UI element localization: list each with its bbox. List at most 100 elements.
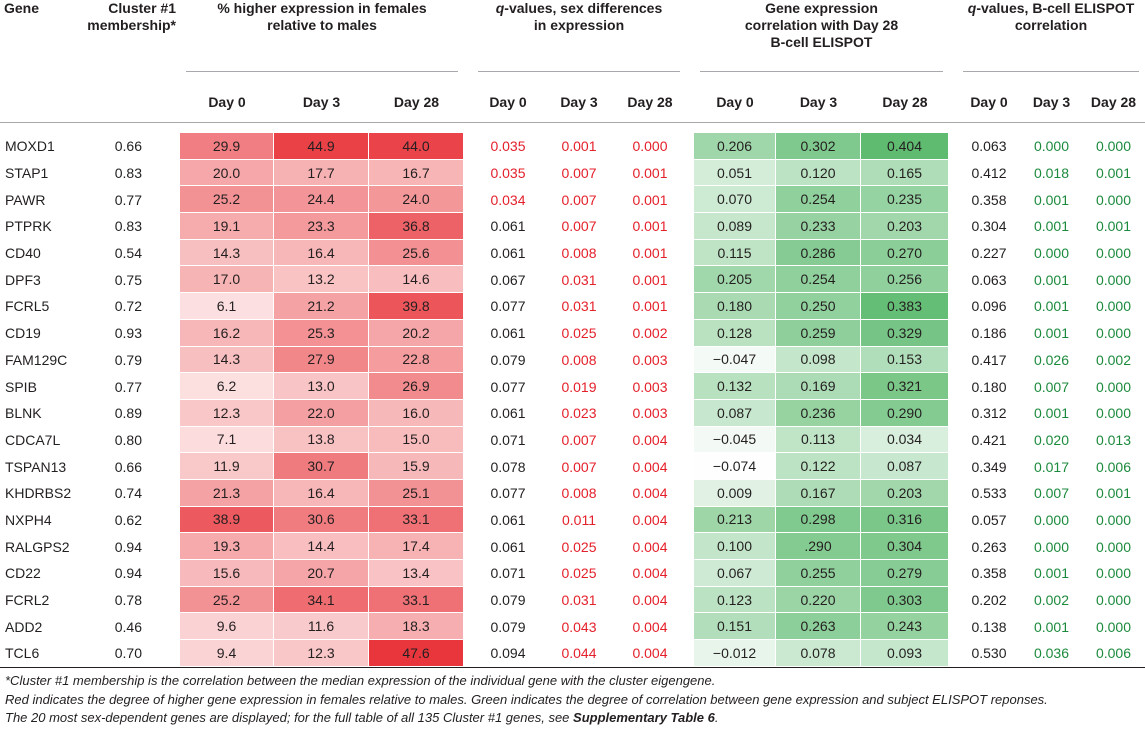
qvalue-sex-cell: 0.034 [490, 191, 526, 208]
correlation-cell: −0.074 [694, 453, 776, 480]
gene-name: DPF3 [5, 271, 41, 288]
correlation-cell: 0.167 [776, 479, 861, 507]
correlation-cell: 0.233 [776, 213, 861, 240]
gene-name: STAP1 [5, 165, 49, 182]
qvalue-elispot-cell: 0.412 [971, 165, 1007, 182]
gene-name: CD40 [5, 245, 41, 262]
cluster-membership: 0.79 [114, 351, 142, 368]
pct-higher-cell: 36.8 [369, 213, 464, 240]
correlation-cell: 0.213 [694, 506, 776, 534]
pct-higher-cell: 19.3 [180, 533, 274, 560]
qvalue-elispot-cell: 0.530 [971, 645, 1007, 662]
qvalue-sex-cell: 0.003 [632, 405, 668, 422]
pct-higher-cell: 16.0 [369, 399, 464, 427]
pct-higher-cell: 20.7 [274, 560, 369, 587]
qvalue-elispot-cell: 0.020 [1033, 431, 1070, 448]
header-pct-day-0: Day 0 [208, 94, 246, 110]
gene-name: FCRL2 [5, 592, 50, 609]
qvalue-elispot-cell: 0.000 [1095, 271, 1132, 288]
qvalue-elispot-cell: 0.007 [1033, 485, 1070, 502]
qvalue-sex-cell: 0.008 [561, 485, 597, 502]
pct-higher-cell: 34.1 [274, 586, 369, 614]
header-corr-day-1: Day 3 [799, 94, 838, 110]
qvalue-sex-cell: 0.079 [490, 351, 526, 368]
pct-higher-cell: 15.9 [369, 453, 464, 480]
cluster-membership: 0.54 [114, 245, 142, 262]
correlation-cell: 0.236 [776, 399, 861, 427]
header-corr-day-0: Day 0 [716, 94, 754, 110]
qvalue-sex-cell: 0.077 [490, 378, 526, 395]
qvalue-elispot-cell: 0.186 [971, 325, 1007, 342]
qvalue-elispot-cell: 0.017 [1033, 458, 1070, 475]
qvalue-elispot-cell: 0.018 [1033, 165, 1070, 182]
table-row: KHDRBS2 0.74 21.3 16.4 25.1 0.077 0.008 0.004 0.… [0, 479, 1145, 507]
qvalue-elispot-cell: 0.000 [1095, 298, 1132, 315]
qvalue-elispot-cell: 0.000 [1095, 245, 1132, 262]
pct-higher-cell: 27.9 [274, 346, 369, 374]
qvalue-elispot-cell: 0.036 [1033, 645, 1070, 662]
cluster-membership: 0.80 [114, 431, 142, 448]
header-qel-day-0: Day 0 [970, 94, 1008, 110]
table-row: FAM129C 0.79 14.3 27.9 22.8 0.079 0.008 0.003 −0… [0, 346, 1145, 374]
qvalue-elispot-cell: 0.000 [1095, 191, 1132, 208]
correlation-cell: 0.120 [776, 159, 861, 187]
qvalue-sex-cell: 0.061 [490, 218, 526, 235]
pct-higher-cell: 17.0 [180, 266, 274, 294]
header-pct-day-1: Day 3 [302, 94, 341, 110]
qvalue-elispot-cell: 0.001 [1033, 191, 1070, 208]
gene-name: BLNK [5, 405, 42, 422]
qvalue-sex-cell: 0.011 [562, 511, 596, 528]
cluster-membership: 0.83 [114, 165, 142, 182]
qvalue-sex-cell: 0.061 [490, 538, 526, 555]
qvalue-elispot-cell: 0.421 [971, 431, 1007, 448]
header-correlation: Gene expression correlation with Day 28 B-… [694, 0, 949, 82]
qvalue-sex-cell: 0.061 [490, 511, 526, 528]
pct-higher-cell: 33.1 [369, 506, 464, 534]
qvalue-elispot-cell: 0.001 [1095, 165, 1132, 182]
qvalue-elispot-cell: 0.138 [971, 618, 1007, 635]
qvalue-elispot-cell: 0.001 [1033, 325, 1070, 342]
cluster-membership: 0.72 [114, 298, 142, 315]
gene-name: CD22 [5, 565, 41, 582]
qvalue-sex-cell: 0.001 [561, 138, 597, 155]
gene-name: SPIB [5, 378, 37, 395]
qvalue-sex-cell: 0.007 [561, 191, 597, 208]
qvalue-elispot-cell: 0.013 [1095, 431, 1132, 448]
gene-name: TSPAN13 [5, 458, 67, 475]
header-pct-day-2: Day 28 [393, 94, 440, 110]
qvalue-sex-cell: 0.008 [561, 351, 597, 368]
header-qsex-day-1: Day 3 [560, 94, 598, 110]
correlation-cell: 0.250 [776, 293, 861, 320]
correlation-cell: 0.329 [861, 319, 949, 347]
pct-higher-cell: 25.2 [180, 186, 274, 214]
qvalue-elispot-cell: 0.000 [1095, 325, 1132, 342]
qvalue-elispot-cell: 0.000 [1095, 405, 1132, 422]
qvalue-elispot-cell: 0.227 [971, 245, 1007, 262]
qvalue-sex-cell: 0.019 [561, 378, 597, 395]
pct-higher-cell: 22.0 [274, 399, 369, 427]
qvalue-elispot-cell: 0.001 [1033, 218, 1070, 235]
cluster-membership: 0.75 [114, 271, 142, 288]
table-row: CDCA7L 0.80 7.1 13.8 15.0 0.071 0.007 0.004 −0.0… [0, 426, 1145, 454]
pct-higher-cell: 23.3 [274, 213, 369, 240]
correlation-cell: 0.316 [861, 506, 949, 534]
qvalue-sex-cell: 0.001 [632, 165, 668, 182]
table-row: BLNK 0.89 12.3 22.0 16.0 0.061 0.023 0.003 0.087… [0, 399, 1145, 427]
footnote-colors: Red indicates the degree of higher gene … [5, 691, 1048, 707]
table-row: TSPAN13 0.66 11.9 30.7 15.9 0.078 0.007 0.004 −0… [0, 453, 1145, 480]
qvalue-sex-cell: 0.077 [490, 485, 526, 502]
qvalue-sex-cell: 0.001 [632, 191, 668, 208]
qvalue-sex-cell: 0.035 [490, 138, 526, 155]
pct-higher-cell: 44.9 [274, 133, 369, 160]
gene-name: TCL6 [5, 645, 40, 662]
correlation-cell: 0.100 [694, 533, 776, 560]
qvalue-sex-cell: 0.004 [632, 485, 668, 502]
table-row: SPIB 0.77 6.2 13.0 26.9 0.077 0.019 0.003 0.132 0… [0, 373, 1145, 400]
gene-name: CDCA7L [5, 431, 61, 448]
qvalue-elispot-cell: 0.304 [971, 218, 1007, 235]
correlation-cell: 0.169 [776, 373, 861, 400]
pct-higher-cell: 9.4 [180, 640, 274, 667]
header-pct-higher: % higher expression in females relative t… [180, 0, 464, 82]
header-qvalues-elispot: q-values, B-cell ELISPOT correlation [957, 0, 1145, 82]
